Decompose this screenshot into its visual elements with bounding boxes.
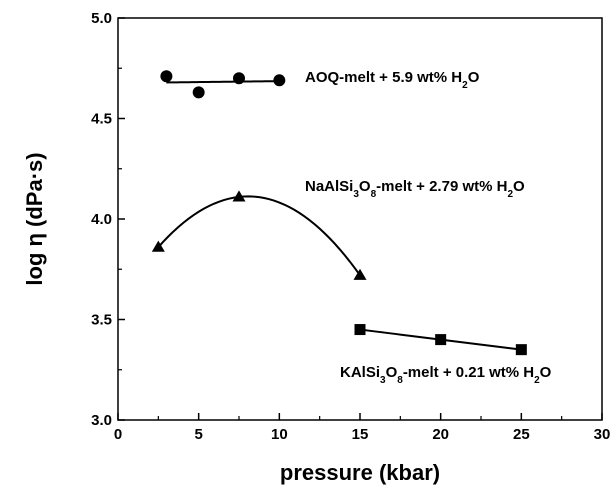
data-point-square <box>516 344 527 355</box>
data-point-circle <box>160 70 172 82</box>
fit-line <box>158 196 360 275</box>
data-point-square <box>355 324 366 335</box>
y-tick-label: 3.0 <box>91 412 112 429</box>
label-part: O <box>359 178 371 195</box>
data-point-square <box>435 334 446 345</box>
series-label-aoq: AOQ-melt + 5.9 wt% H2O <box>305 69 480 91</box>
data-point-circle <box>233 72 245 84</box>
data-point-circle <box>193 86 205 98</box>
y-tick-label: 5.0 <box>91 10 112 27</box>
x-axis: 0 5 10 15 20 25 30 <box>114 413 611 443</box>
x-tick-label: 5 <box>194 426 202 443</box>
series-label-kalsi3o8: KAlSi3O8-melt + 0.21 wt% H2O <box>340 364 552 386</box>
y-axis: 3.0 3.5 4.0 4.5 5.0 <box>91 10 125 429</box>
label-part: O <box>513 178 525 195</box>
y-tick-label: 3.5 <box>91 312 112 329</box>
data-point-circle <box>273 74 285 86</box>
x-tick-label: 0 <box>114 426 122 443</box>
x-tick-label: 25 <box>513 426 530 443</box>
x-tick-label: 10 <box>271 426 288 443</box>
label-part: O <box>468 69 480 86</box>
y-axis-title: log η (dPa·s) <box>22 152 47 285</box>
y-tick-label: 4.0 <box>91 211 112 228</box>
label-part: -melt + 2.79 wt% H <box>376 178 507 195</box>
label-part: -melt + 0.21 wt% H <box>403 364 534 381</box>
x-axis-title: pressure (kbar) <box>280 460 440 485</box>
fit-lines <box>158 81 521 350</box>
x-tick-label: 20 <box>432 426 449 443</box>
data-points <box>152 70 527 355</box>
y-tick-label: 4.5 <box>91 111 112 128</box>
x-tick-label: 15 <box>352 426 369 443</box>
label-part: KAlSi <box>340 364 380 381</box>
label-part: O <box>386 364 398 381</box>
series-label-naalsi3o8: NaAlSi3O8-melt + 2.79 wt% H2O <box>305 178 525 200</box>
fit-line <box>166 81 279 82</box>
label-part: NaAlSi <box>305 178 353 195</box>
label-part: AOQ-melt + 5.9 wt% H <box>305 69 462 86</box>
label-part: O <box>540 364 552 381</box>
x-tick-label: 30 <box>594 426 611 443</box>
